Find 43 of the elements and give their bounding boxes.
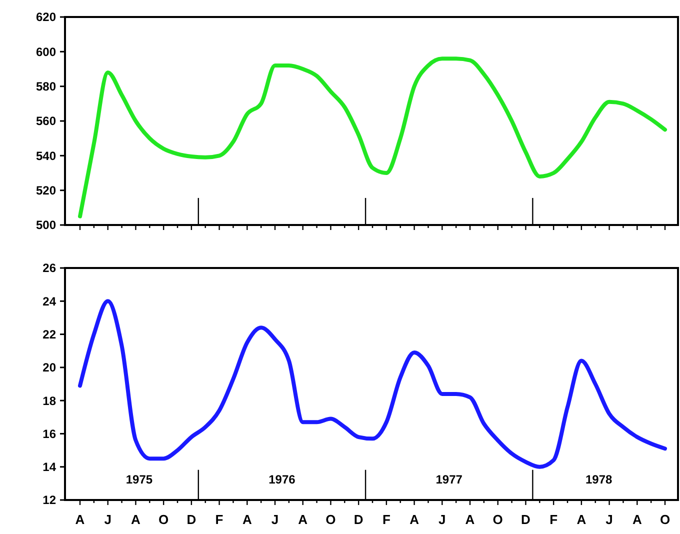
y-tick-label: 20: [42, 360, 56, 375]
y-tick-label: 18: [42, 394, 56, 408]
x-tick-label: J: [606, 512, 613, 527]
x-tick-label: A: [632, 512, 642, 527]
y-tick-label: 560: [36, 114, 56, 128]
x-tick-label: O: [492, 512, 503, 527]
x-tick-label: A: [410, 512, 420, 527]
y-tick-label: 600: [36, 44, 56, 59]
y-tick-label: 14: [42, 460, 56, 474]
x-tick-label: F: [550, 512, 558, 527]
x-tick-label: J: [271, 512, 279, 527]
x-tick-label: A: [75, 512, 86, 527]
y-tick-label: 540: [36, 148, 56, 163]
x-tick-label: D: [186, 512, 196, 527]
x-tick-label: A: [465, 512, 476, 527]
x-tick-label: A: [576, 512, 587, 527]
x-tick-label: J: [104, 512, 112, 527]
y-tick-label: 12: [42, 493, 56, 508]
x-tick-label: A: [298, 512, 308, 527]
y-tick-label: 500: [36, 218, 56, 232]
y-tick-label: 520: [36, 184, 56, 198]
y-tick-label: 22: [42, 327, 56, 342]
annotation: 1976: [268, 472, 296, 486]
x-tick-label: A: [131, 512, 142, 527]
x-tick-label: D: [354, 512, 364, 527]
y-tick-label: 24: [42, 294, 56, 308]
line-series: [78, 299, 667, 469]
x-tick-label: O: [326, 512, 336, 527]
x-tick-label: F: [382, 512, 390, 527]
x-tick-label: F: [215, 512, 224, 527]
line-series: [78, 56, 667, 218]
x-tick-label: J: [438, 512, 446, 527]
y-tick-label: 620: [36, 10, 56, 24]
y-tick-label: 26: [42, 261, 56, 276]
y-tick-label: 16: [42, 426, 56, 441]
annotation: 1977: [436, 472, 463, 486]
x-tick-label: A: [242, 512, 252, 527]
annotation: 1978: [585, 472, 613, 486]
y-tick-label: 580: [36, 80, 56, 94]
x-tick-label: O: [660, 512, 670, 527]
x-tick-label: O: [158, 512, 169, 527]
x-tick-label: D: [521, 512, 530, 527]
annotation: 1975: [126, 472, 153, 486]
